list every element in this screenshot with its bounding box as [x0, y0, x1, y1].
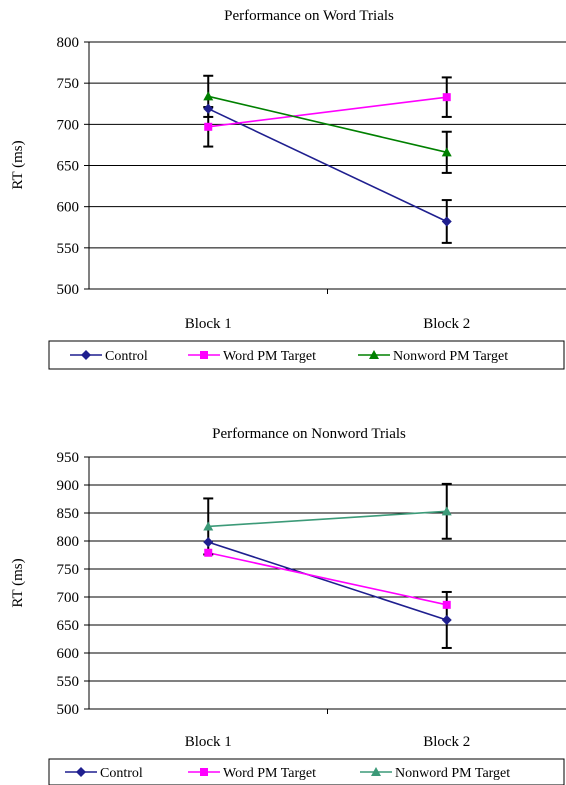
- series-line: [208, 95, 447, 154]
- triangle-marker: [441, 147, 452, 157]
- legend-label: Control: [105, 349, 148, 364]
- square-marker: [200, 768, 208, 776]
- y-tick-label: 750: [57, 76, 80, 92]
- chart-nonword-trials: Performance on Nonword Trials RT (ms) 50…: [10, 426, 566, 785]
- series-line: [208, 541, 447, 621]
- chart-word-trials: Performance on Word Trials RT (ms) 500 55…: [10, 8, 566, 370]
- square-marker: [204, 548, 213, 557]
- diamond-marker: [441, 614, 452, 625]
- x-tick-label: Block 2: [423, 734, 470, 750]
- y-tick-label: 750: [57, 562, 80, 578]
- legend-label: Control: [100, 766, 143, 781]
- y-tick-label: 550: [57, 674, 80, 690]
- square-marker: [442, 93, 451, 102]
- triangle-marker: [203, 521, 214, 531]
- y-tick-label: 650: [57, 159, 80, 175]
- x-tick-label: Block 2: [423, 316, 470, 332]
- y-tick-label: 600: [57, 200, 80, 216]
- y-tick-label: 850: [57, 506, 80, 522]
- legend-label: Word PM Target: [223, 349, 316, 364]
- y-tick-label: 500: [57, 282, 80, 298]
- chart-title: Performance on Nonword Trials: [212, 426, 406, 442]
- triangle-marker: [203, 91, 214, 101]
- y-tick-label: 950: [57, 450, 80, 466]
- y-tick-label: 800: [57, 534, 80, 550]
- diamond-marker: [81, 350, 91, 360]
- series-line: [208, 96, 447, 128]
- square-marker: [204, 122, 213, 131]
- triangle-marker: [369, 350, 379, 359]
- y-tick-label: 700: [57, 117, 80, 133]
- y-tick-label: 650: [57, 618, 80, 634]
- legend-box: [48, 340, 565, 370]
- legend-box: [48, 758, 565, 785]
- legend-label: Nonword PM Target: [395, 766, 510, 781]
- y-tick-label: 900: [57, 478, 80, 494]
- x-tick-label: Block 1: [185, 316, 232, 332]
- y-tick-label: 800: [57, 35, 80, 51]
- square-marker: [442, 600, 451, 609]
- legend-label: Nonword PM Target: [393, 349, 508, 364]
- diamond-marker: [203, 103, 214, 114]
- y-tick-label: 550: [57, 241, 80, 257]
- legend-label: Word PM Target: [223, 766, 316, 781]
- y-tick-label: 700: [57, 590, 80, 606]
- diamond-marker: [203, 537, 214, 548]
- diamond-marker: [441, 216, 452, 227]
- series-line: [208, 510, 447, 528]
- y-tick-label: 600: [57, 646, 80, 662]
- y-tick-label: 500: [57, 702, 80, 718]
- triangle-marker: [441, 506, 452, 516]
- chart-title: Performance on Word Trials: [224, 8, 394, 24]
- diamond-marker: [76, 767, 86, 777]
- y-axis-label: RT (ms): [10, 140, 26, 189]
- series-line: [208, 551, 447, 606]
- series-line: [207, 107, 448, 223]
- triangle-marker: [371, 767, 381, 776]
- x-tick-label: Block 1: [185, 734, 232, 750]
- y-axis-label: RT (ms): [10, 558, 26, 607]
- square-marker: [200, 351, 208, 359]
